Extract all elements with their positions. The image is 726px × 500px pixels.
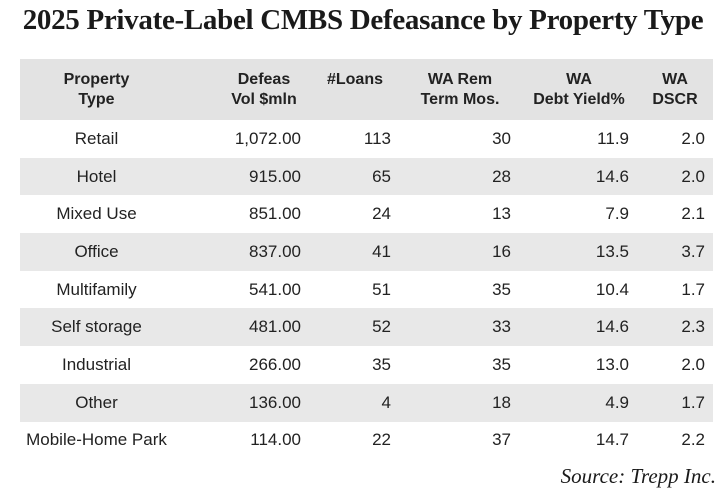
wa-debt-yield-cell: 10.4 xyxy=(595,279,629,299)
wa-dscr-cell: 1.7 xyxy=(633,383,713,422)
wa-dscr-cell: 2.0 xyxy=(633,157,713,196)
header-line: Term Mos. xyxy=(420,90,500,108)
header-line: #Loans xyxy=(326,70,383,88)
property-type-cell: Other xyxy=(20,383,173,422)
wa-debt-yield-cell: 7.9 xyxy=(605,204,629,224)
wa-debt-yield-cell: 13.0 xyxy=(595,354,629,374)
header-line: Defeas xyxy=(237,70,291,88)
defeas-vol-cell: 541.00 xyxy=(249,279,301,299)
wa-rem-term-cell: 13 xyxy=(492,204,511,224)
wa-debt-yield-cell: 4.9 xyxy=(515,383,633,422)
table-row: Retail 1,072.00 113 30 11.9 2.0 xyxy=(20,120,713,158)
header-line xyxy=(315,90,395,110)
wa-dscr-cell: 2.1 xyxy=(681,204,705,224)
wa-rem-term-cell: 30 xyxy=(492,128,511,148)
header-line: WA xyxy=(566,70,592,88)
wa-dscr-cell: 3.7 xyxy=(633,233,713,271)
table-row: Industrial 266.00 35 35 13.0 2.0 xyxy=(20,346,713,384)
table-row: Hotel 915.00 65 28 14.6 2.0 xyxy=(20,157,713,196)
wa-rem-term-cell: 16 xyxy=(395,233,515,271)
property-type-cell: Hotel xyxy=(20,157,173,196)
loans-cell: 113 xyxy=(363,128,391,148)
property-type-cell: Office xyxy=(20,233,173,271)
property-type-cell: Self storage xyxy=(20,308,173,347)
table-row: Multifamily 541.00 51 35 10.4 1.7 xyxy=(20,271,713,309)
column-header-wa-rem-term: WA Rem Term Mos. xyxy=(395,59,515,120)
table-row: Mixed Use 851.00 24 13 7.9 2.1 xyxy=(20,195,713,233)
header-line: Type xyxy=(78,90,115,108)
property-type-cell: Industrial xyxy=(62,354,131,374)
loans-cell: 22 xyxy=(372,430,391,450)
defeasance-table: Property Type Defeas Vol $mln #Loans WA … xyxy=(20,59,713,459)
property-type-cell: Mixed Use xyxy=(56,204,137,224)
column-header-wa-debt-yield: WA Debt Yield% xyxy=(515,59,633,120)
wa-debt-yield-cell: 14.7 xyxy=(595,430,629,450)
table-row: Mobile-Home Park 114.00 22 37 14.7 2.2 xyxy=(20,422,713,460)
table-row: Self storage 481.00 52 33 14.6 2.3 xyxy=(20,308,713,347)
wa-dscr-cell: 2.0 xyxy=(681,354,705,374)
wa-rem-term-cell: 35 xyxy=(492,354,511,374)
header-line: Property xyxy=(63,70,130,88)
column-header-loans: #Loans xyxy=(305,59,395,120)
column-header-defeas-vol: Defeas Vol $mln xyxy=(173,59,305,120)
wa-debt-yield-cell: 14.6 xyxy=(515,157,633,196)
source-note: Source: Trepp Inc. xyxy=(560,464,716,488)
header-line: Debt Yield% xyxy=(533,90,625,108)
loans-cell: 51 xyxy=(372,279,391,299)
defeas-vol-cell: 481.00 xyxy=(173,308,305,347)
wa-dscr-cell: 2.2 xyxy=(681,430,705,450)
loans-cell: 65 xyxy=(305,157,395,196)
column-header-wa-dscr: WA DSCR xyxy=(633,59,713,120)
loans-cell: 4 xyxy=(305,383,395,422)
loans-cell: 41 xyxy=(305,233,395,271)
wa-rem-term-cell: 37 xyxy=(492,430,511,450)
loans-cell: 24 xyxy=(372,204,391,224)
header-line: DSCR xyxy=(652,90,698,108)
wa-dscr-cell: 2.0 xyxy=(681,128,705,148)
wa-debt-yield-cell: 13.5 xyxy=(515,233,633,271)
defeas-vol-cell: 851.00 xyxy=(249,204,301,224)
header-line: Vol $mln xyxy=(231,90,297,108)
wa-dscr-cell: 1.7 xyxy=(681,279,705,299)
defeas-vol-cell: 266.00 xyxy=(249,354,301,374)
column-header-property-type: Property Type xyxy=(20,59,173,120)
wa-rem-term-cell: 35 xyxy=(492,279,511,299)
wa-rem-term-cell: 28 xyxy=(395,157,515,196)
defeas-vol-cell: 837.00 xyxy=(173,233,305,271)
wa-debt-yield-cell: 11.9 xyxy=(597,128,629,148)
wa-rem-term-cell: 33 xyxy=(395,308,515,347)
loans-cell: 35 xyxy=(372,354,391,374)
wa-dscr-cell: 2.3 xyxy=(633,308,713,347)
table-row: Office 837.00 41 16 13.5 3.7 xyxy=(20,233,713,271)
header-row: Property Type Defeas Vol $mln #Loans WA … xyxy=(20,59,713,120)
defeas-vol-cell: 1,072.00 xyxy=(234,128,301,148)
table-row: Other 136.00 4 18 4.9 1.7 xyxy=(20,383,713,422)
defeas-vol-cell: 114.00 xyxy=(250,430,301,450)
header-line: WA xyxy=(662,70,688,88)
header-line: WA Rem xyxy=(427,70,493,88)
defeas-vol-cell: 136.00 xyxy=(173,383,305,422)
table-body: Retail 1,072.00 113 30 11.9 2.0 Hotel 915.00 65 2… xyxy=(20,120,713,459)
property-type-cell: Multifamily xyxy=(56,279,137,299)
chart-title: 2025 Private-Label CMBS Defeasance by Pr… xyxy=(22,4,704,36)
loans-cell: 52 xyxy=(305,308,395,347)
wa-rem-term-cell: 18 xyxy=(395,383,515,422)
defeas-vol-cell: 915.00 xyxy=(173,157,305,196)
wa-debt-yield-cell: 14.6 xyxy=(515,308,633,347)
property-type-cell: Mobile-Home Park xyxy=(26,430,167,450)
property-type-cell: Retail xyxy=(74,128,119,148)
